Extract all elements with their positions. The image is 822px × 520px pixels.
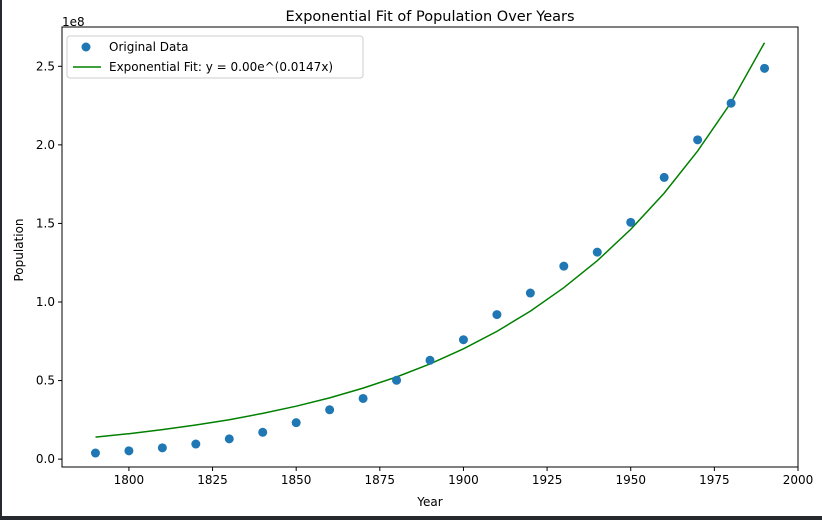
x-tick-label: 1900 [448, 473, 479, 487]
x-tick-label: 2000 [783, 473, 814, 487]
window-edge-bottom [0, 516, 822, 520]
y-offset-label: 1e8 [62, 15, 85, 29]
y-tick-label: 2.0 [36, 138, 55, 152]
data-point [291, 418, 301, 428]
data-point [124, 446, 134, 456]
data-point [157, 443, 167, 453]
data-point [626, 217, 636, 227]
plot-area: 1800 1825 1850 1875 1900 1925 1950 1975 2000 0.0 0… [36, 26, 814, 487]
x-tick-label: 1825 [197, 473, 228, 487]
data-point [492, 310, 502, 320]
data-point [224, 434, 234, 444]
data-point [90, 448, 100, 458]
legend-box [66, 35, 364, 79]
data-point [358, 393, 368, 403]
x-tick-label: 1850 [281, 473, 312, 487]
legend-label-original-data: Original Data [109, 40, 188, 54]
data-point [693, 135, 703, 145]
y-tick-label: 0.0 [36, 452, 55, 466]
legend-label-exponential-fit: Exponential Fit: y = 0.00e^(0.0147x) [109, 60, 333, 74]
fit-line [95, 42, 766, 438]
y-tick-label: 1.5 [36, 216, 55, 230]
window-edge-left [0, 0, 2, 520]
data-point [191, 439, 201, 449]
x-tick-label: 1800 [114, 473, 145, 487]
x-tick-label: 1975 [699, 473, 730, 487]
data-point [525, 288, 535, 298]
y-tick-label: 2.5 [36, 59, 55, 73]
x-axis-label: Year [416, 495, 442, 509]
legend-marker-original-data [81, 42, 91, 52]
y-axis-label: Population [12, 218, 26, 281]
y-tick-label: 0.5 [36, 374, 55, 388]
data-point [425, 355, 435, 365]
x-tick-label: 1950 [615, 473, 646, 487]
data-point [258, 427, 268, 437]
data-point [325, 405, 335, 415]
data-point [458, 335, 468, 345]
data-point [392, 375, 402, 385]
data-point [659, 172, 669, 182]
y-tick-label: 1.0 [36, 295, 55, 309]
x-tick-label: 1925 [532, 473, 563, 487]
data-point [726, 98, 736, 108]
chart-title: Exponential Fit of Population Over Years [285, 9, 574, 25]
legend: Original Data Exponential Fit: y = 0.00e… [66, 35, 364, 79]
x-tick-label: 1875 [365, 473, 396, 487]
data-point [559, 261, 569, 271]
data-point [760, 63, 770, 73]
axes-frame [61, 26, 799, 468]
data-point [592, 247, 602, 257]
